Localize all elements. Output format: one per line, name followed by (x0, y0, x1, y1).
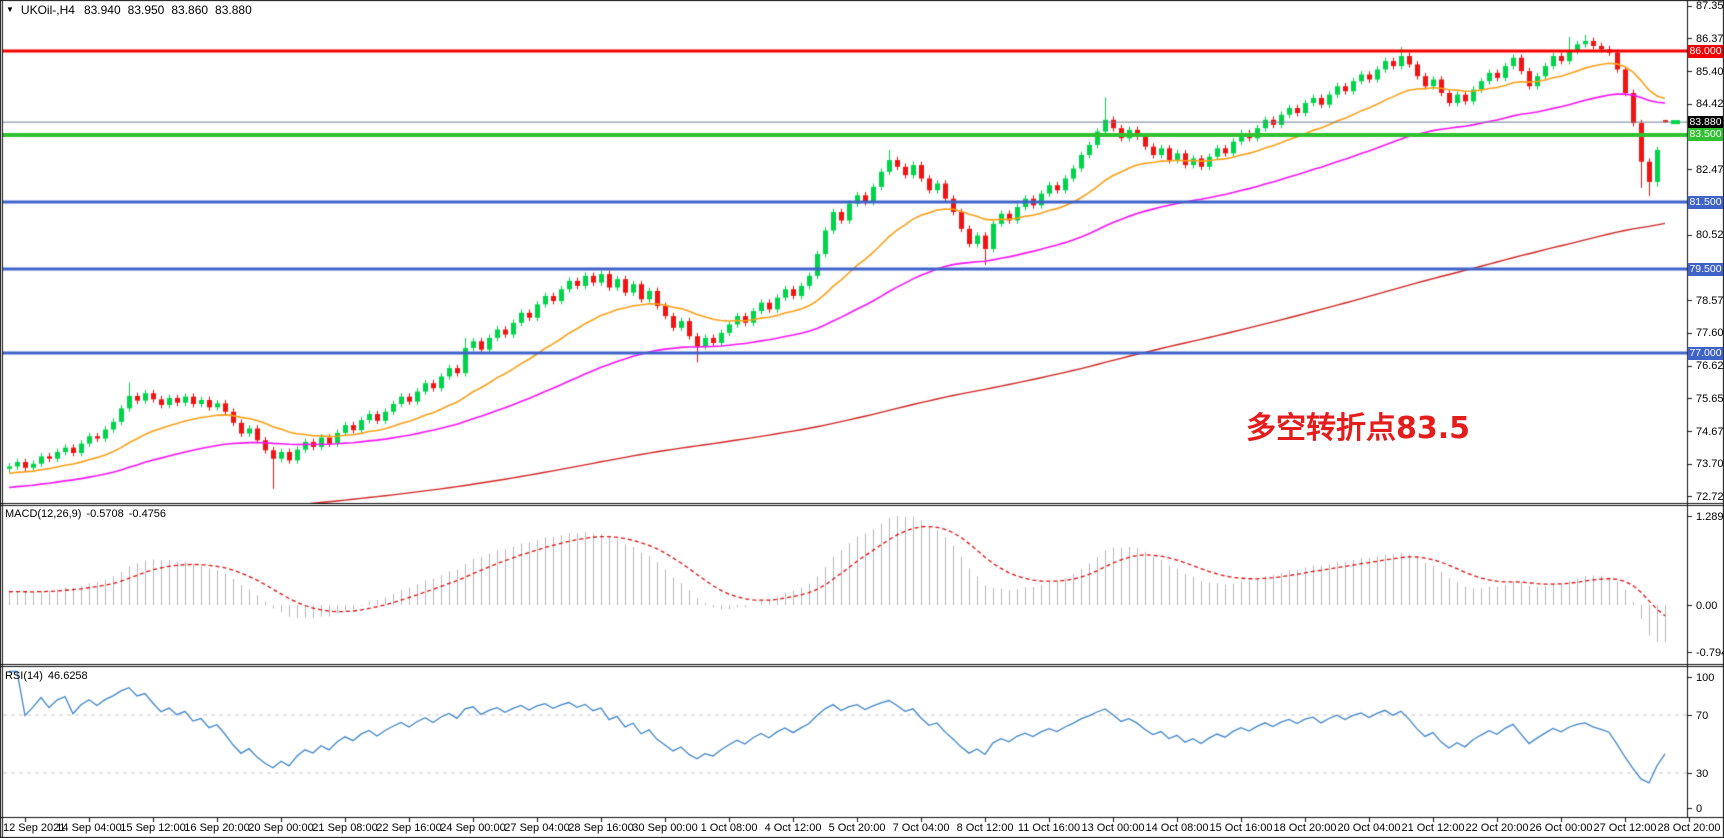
macd-axis-label-1.2891: 1.2891 (1696, 510, 1724, 523)
price-tick-74.675: 74.675 (1696, 425, 1724, 438)
price-level-badge-83.500[interactable]: 83.500 (1688, 128, 1723, 142)
price-tick-75.650: 75.650 (1696, 392, 1724, 405)
price-level-badge-86.000[interactable]: 86.000 (1688, 44, 1723, 58)
time-label-8-Oct-12-00: 8 Oct 12:00 (956, 822, 1014, 834)
time-label-12-Sep-2021: 12 Sep 2021 (3, 822, 66, 834)
macd-indicator-label: MACD(12,26,9) -0.5708 -0.4756 (5, 508, 166, 520)
time-label-28-Sep-16-00: 28 Sep 16:00 (568, 822, 634, 834)
price-tick-84.425: 84.425 (1696, 98, 1724, 111)
rsi-axis-label-0: 0 (1696, 802, 1703, 815)
price-tick-73.700: 73.700 (1696, 458, 1724, 471)
time-label-22-Sep-16-00: 22 Sep 16:00 (376, 822, 442, 834)
time-label-21-Sep-08-00: 21 Sep 08:00 (312, 822, 378, 834)
macd-axis-label-0.00: 0.00 (1696, 599, 1718, 612)
rsi-indicator-label: RSI(14) 46.6258 (5, 670, 88, 682)
price-level-badge-81.500[interactable]: 81.500 (1688, 195, 1723, 209)
time-label-15-Sep-12-00: 15 Sep 12:00 (120, 822, 186, 834)
price-tick-77.600: 77.600 (1696, 327, 1724, 340)
price-level-badge-77.000[interactable]: 77.000 (1688, 346, 1723, 360)
time-label-13-Oct-00-00: 13 Oct 00:00 (1081, 822, 1145, 834)
time-label-14-Oct-08-00: 14 Oct 08:00 (1145, 822, 1209, 834)
rsi-axis-label-70: 70 (1696, 709, 1709, 722)
price-tick-72.725: 72.725 (1696, 490, 1724, 503)
rsi-name: RSI(14) (5, 670, 43, 682)
time-label-22-Oct-20-00: 22 Oct 20:00 (1465, 822, 1529, 834)
chart-title: ▼ UKOil-,H4 83.940 83.950 83.860 83.880 (6, 3, 252, 17)
price-tick-82.475: 82.475 (1696, 163, 1724, 176)
ohlc-close: 83.880 (215, 3, 252, 17)
price-level-badge-83.880[interactable]: 83.880 (1688, 115, 1723, 129)
time-label-27-Oct-12-00: 27 Oct 12:00 (1593, 822, 1657, 834)
time-label-4-Oct-12-00: 4 Oct 12:00 (764, 822, 822, 834)
rsi-axis-label-30: 30 (1696, 767, 1709, 780)
rsi-value: 46.6258 (47, 670, 88, 682)
time-label-14-Sep-04-00: 14 Sep 04:00 (56, 822, 122, 834)
time-label-30-Sep-00-00: 30 Sep 00:00 (632, 822, 698, 834)
macd-main-value: -0.5708 (86, 508, 124, 520)
price-tick-78.575: 78.575 (1696, 294, 1724, 307)
price-tick-76.625: 76.625 (1696, 360, 1724, 373)
macd-signal-value: -0.4756 (128, 508, 167, 520)
time-label-24-Sep-00-00: 24 Sep 00:00 (440, 822, 506, 834)
symbol-timeframe-label: UKOil-,H4 (20, 3, 75, 17)
ohlc-open: 83.940 (83, 3, 121, 17)
time-label-18-Oct-20-00: 18 Oct 20:00 (1273, 822, 1337, 834)
time-label-20-Sep-00-00: 20 Sep 00:00 (248, 822, 314, 834)
price-tick-87.350: 87.350 (1696, 0, 1724, 13)
time-label-15-Oct-16-00: 15 Oct 16:00 (1209, 822, 1273, 834)
macd-axis-label--0.7941: -0.7941 (1696, 646, 1724, 659)
time-label-28-Oct-20-00: 28 Oct 20:00 (1657, 822, 1721, 834)
price-tick-86.375: 86.375 (1696, 32, 1724, 45)
time-label-20-Oct-04-00: 20 Oct 04:00 (1337, 822, 1401, 834)
rsi-axis-label-100: 100 (1696, 671, 1715, 684)
price-tick-80.525: 80.525 (1696, 229, 1724, 242)
price-tick-85.400: 85.400 (1696, 65, 1724, 78)
trend-annotation-text[interactable]: 多空转折点83.5 (1246, 411, 1471, 446)
time-label-11-Oct-16-00: 11 Oct 16:00 (1017, 822, 1081, 834)
time-label-16-Sep-20-00: 16 Sep 20:00 (184, 822, 250, 834)
time-label-26-Oct-00-00: 26 Oct 00:00 (1529, 822, 1593, 834)
macd-name: MACD(12,26,9) (5, 508, 82, 520)
ohlc-high: 83.950 (127, 3, 165, 17)
time-label-21-Oct-12-00: 21 Oct 12:00 (1401, 822, 1465, 834)
price-level-badge-79.500[interactable]: 79.500 (1688, 262, 1723, 276)
time-label-7-Oct-04-00: 7 Oct 04:00 (892, 822, 950, 834)
ohlc-low: 83.860 (171, 3, 209, 17)
time-label-1-Oct-08-00: 1 Oct 08:00 (700, 822, 758, 834)
time-label-5-Oct-20-00: 5 Oct 20:00 (828, 822, 886, 834)
symbol-dropdown-icon[interactable]: ▼ (6, 4, 14, 14)
time-label-27-Sep-04-00: 27 Sep 04:00 (504, 822, 570, 834)
